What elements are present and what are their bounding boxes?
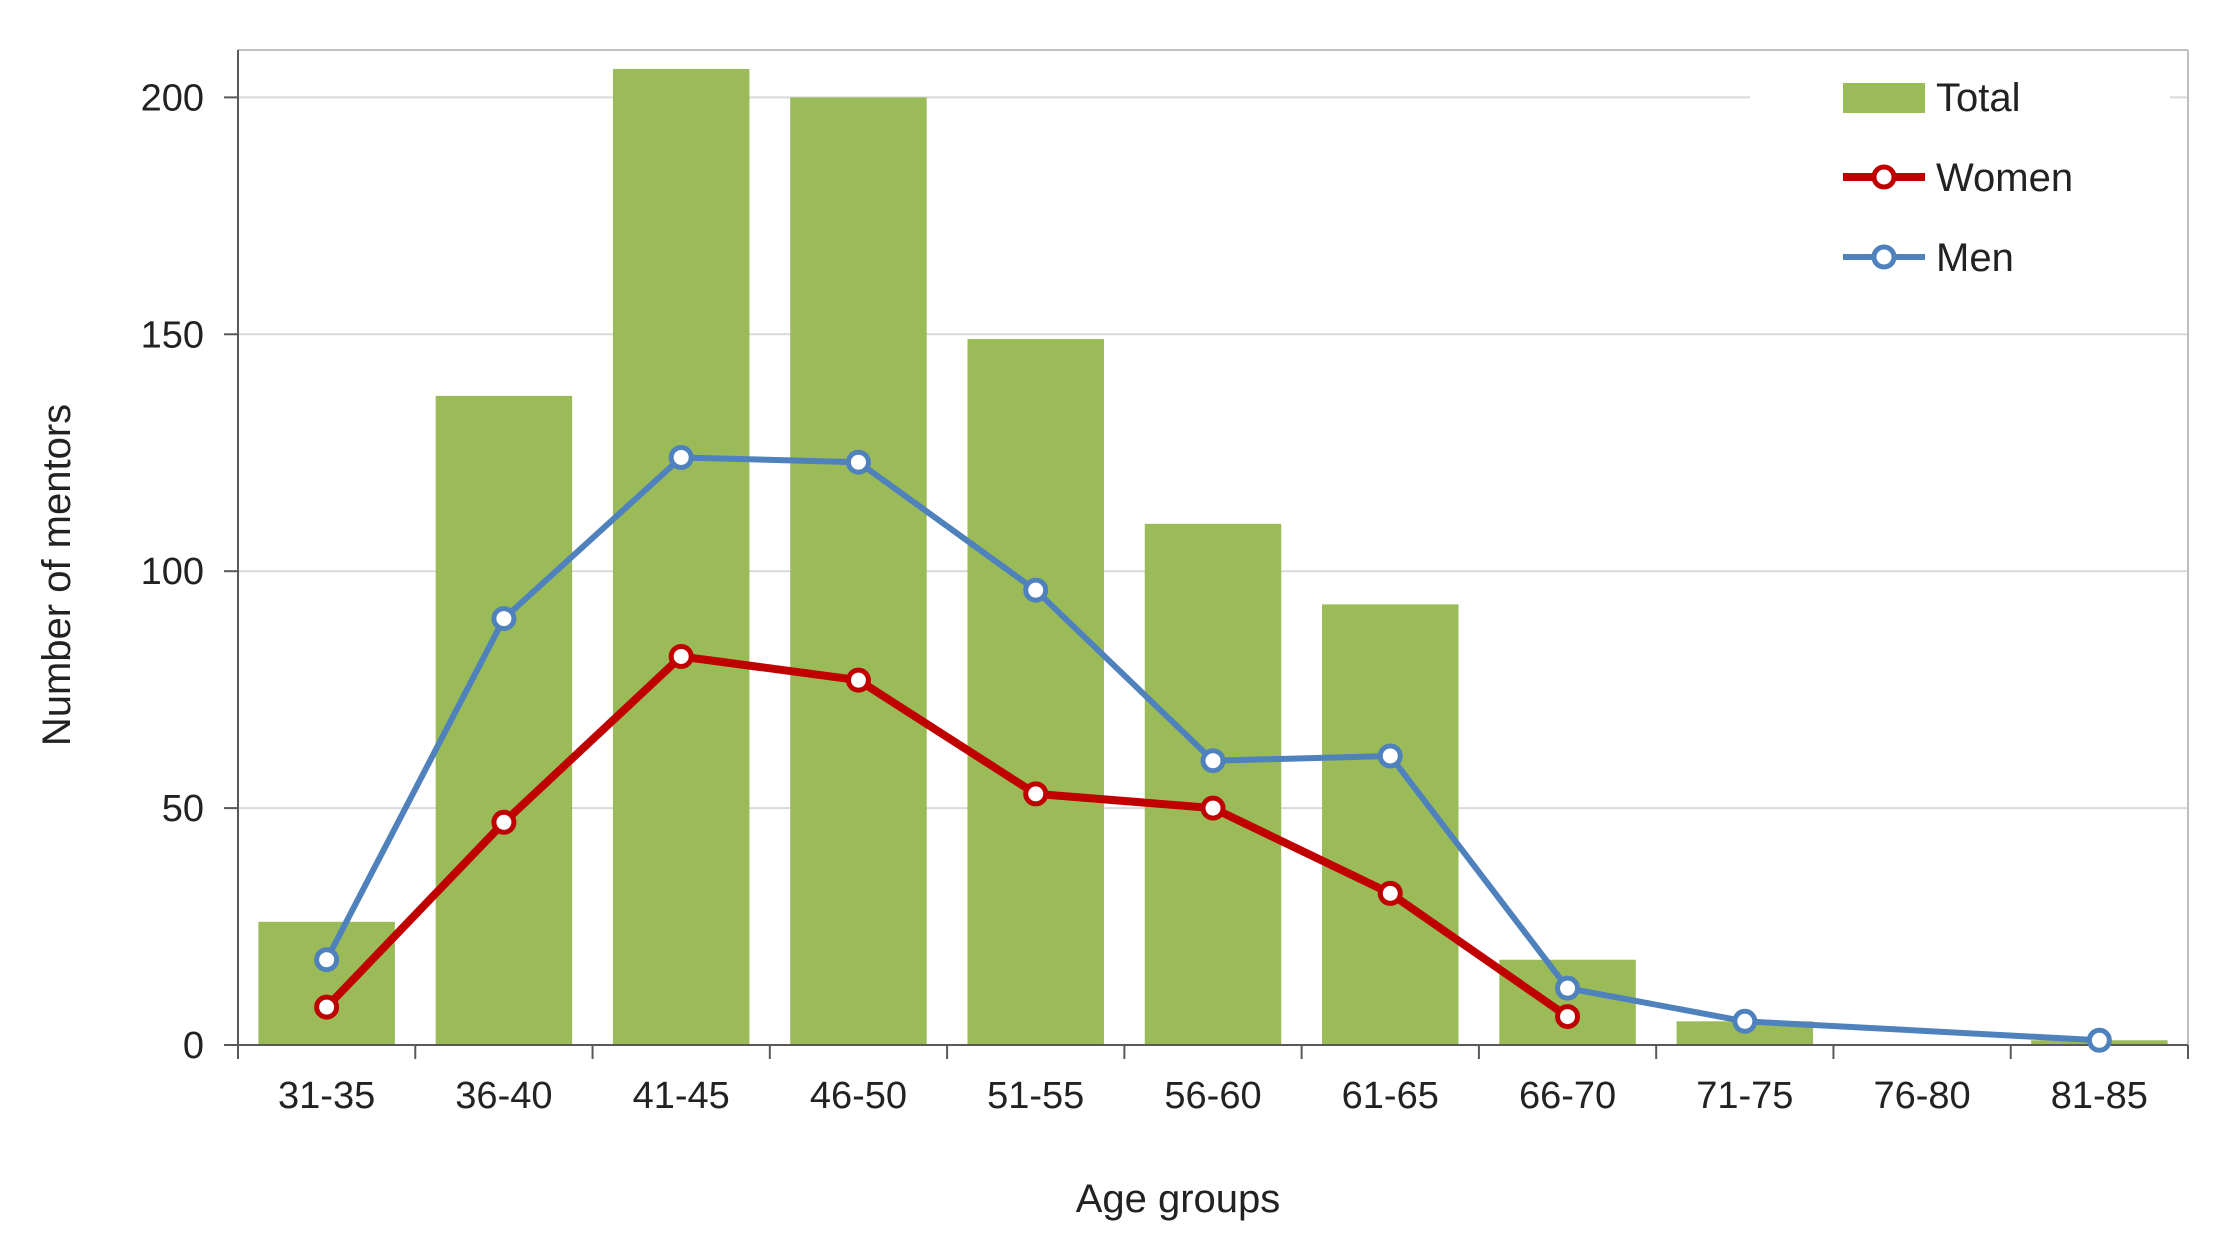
x-tick-label: 66-70 bbox=[1519, 1075, 1616, 1117]
x-tick-label: 71-75 bbox=[1696, 1075, 1793, 1117]
y-tick-label: 200 bbox=[141, 77, 204, 119]
x-tick-label: 76-80 bbox=[1873, 1075, 1970, 1117]
legend-label-men: Men bbox=[1936, 236, 2014, 280]
point-women bbox=[314, 994, 340, 1020]
bar-total-66-70 bbox=[1499, 959, 1636, 1045]
x-tick-label: 61-65 bbox=[1342, 1075, 1439, 1117]
y-axis-title: Number of mentors bbox=[35, 404, 79, 746]
y-tick-label: 100 bbox=[141, 551, 204, 593]
line-men bbox=[323, 454, 2103, 1044]
y-tick-label: 50 bbox=[162, 788, 204, 830]
point-men bbox=[1023, 577, 1049, 603]
legend-background bbox=[1750, 60, 2170, 300]
bar-total-56-60 bbox=[1144, 523, 1282, 1045]
line-women bbox=[322, 652, 1572, 1021]
point-men bbox=[1200, 748, 1226, 774]
point-women bbox=[1377, 880, 1403, 906]
point-men bbox=[1555, 975, 1581, 1001]
point-women bbox=[1555, 1004, 1581, 1030]
legend-label-women: Women bbox=[1936, 156, 2073, 200]
x-tick-label: 81-85 bbox=[2051, 1075, 2148, 1117]
x-tick-label: 41-45 bbox=[633, 1075, 730, 1117]
bar-total-51-55 bbox=[967, 339, 1104, 1045]
point-men bbox=[1732, 1008, 1758, 1034]
point-men bbox=[314, 947, 340, 973]
bar-total-41-45 bbox=[612, 68, 750, 1045]
y-tick-label: 150 bbox=[141, 314, 204, 356]
x-tick-label: 31-35 bbox=[278, 1075, 375, 1117]
legend-marker-women bbox=[1871, 164, 1897, 190]
legend-swatch-total bbox=[1843, 83, 1925, 113]
axes bbox=[224, 49, 2189, 1059]
bar-total-36-40 bbox=[435, 395, 573, 1045]
x-tick-label: 46-50 bbox=[810, 1075, 907, 1117]
bar-total-46-50 bbox=[790, 97, 927, 1045]
bar-total-61-65 bbox=[1322, 604, 1459, 1045]
bar-series-total bbox=[258, 68, 2168, 1045]
point-women bbox=[1023, 781, 1049, 807]
line-series bbox=[314, 444, 2112, 1053]
point-men bbox=[491, 606, 517, 632]
point-men bbox=[668, 444, 694, 470]
point-men bbox=[1377, 743, 1403, 769]
x-tick-label: 56-60 bbox=[1164, 1075, 1261, 1117]
legend-label-total: Total bbox=[1936, 76, 2021, 120]
x-tick-label: 51-55 bbox=[987, 1075, 1084, 1117]
point-women bbox=[668, 643, 694, 669]
legend: Total Women Men bbox=[1750, 60, 2170, 300]
point-men bbox=[2086, 1027, 2112, 1053]
point-men bbox=[845, 449, 871, 475]
x-axis-title: Age groups bbox=[1076, 1177, 1281, 1221]
legend-marker-men bbox=[1871, 244, 1897, 270]
point-women bbox=[491, 809, 517, 835]
point-women bbox=[845, 667, 871, 693]
point-women bbox=[1200, 795, 1226, 821]
x-tick-label: 36-40 bbox=[455, 1075, 552, 1117]
bar-total-31-35 bbox=[258, 921, 395, 1045]
tick-labels: 0 50 100 150 200 31-35 36-40 41-45 46-50 51-55 56-… bbox=[141, 77, 2148, 1117]
y-tick-label: 0 bbox=[183, 1025, 204, 1067]
